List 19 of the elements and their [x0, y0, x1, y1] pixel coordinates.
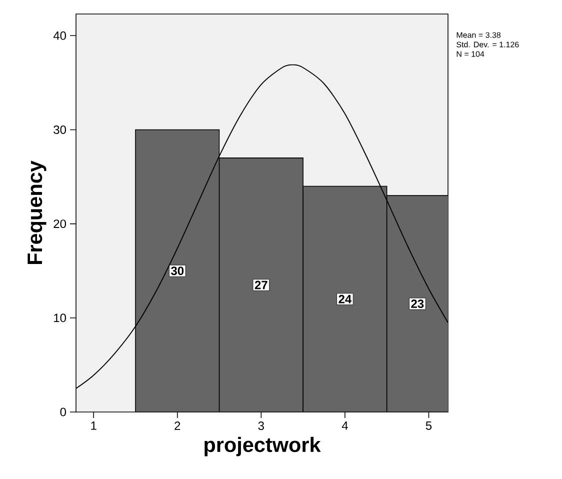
- y-tick-label: 40: [53, 31, 66, 40]
- x-tick-label: 4: [342, 422, 348, 430]
- y-tick-label: 30: [54, 125, 66, 134]
- y-tick-label: 10: [54, 314, 66, 322]
- data-label: 23: [411, 300, 424, 308]
- x-tick-label: 1: [91, 422, 96, 430]
- x-tick-label: 5: [426, 422, 432, 430]
- data-label: 30: [170, 266, 184, 276]
- data-label: 24: [338, 294, 352, 304]
- y-tick-label: 0: [60, 408, 66, 416]
- data-label: 27: [254, 280, 268, 290]
- x-axis-title: projectwork: [204, 436, 321, 456]
- y-tick-label: 20: [54, 220, 66, 228]
- text: Std. Dev. = 1.126: [456, 41, 519, 48]
- text: N = 104: [456, 51, 484, 57]
- y-axis-title: Frequency: [28, 160, 46, 264]
- x-tick-label: 3: [258, 422, 264, 430]
- x-tick-label: 2: [174, 422, 180, 430]
- text: Mean = 3.38: [456, 32, 501, 38]
